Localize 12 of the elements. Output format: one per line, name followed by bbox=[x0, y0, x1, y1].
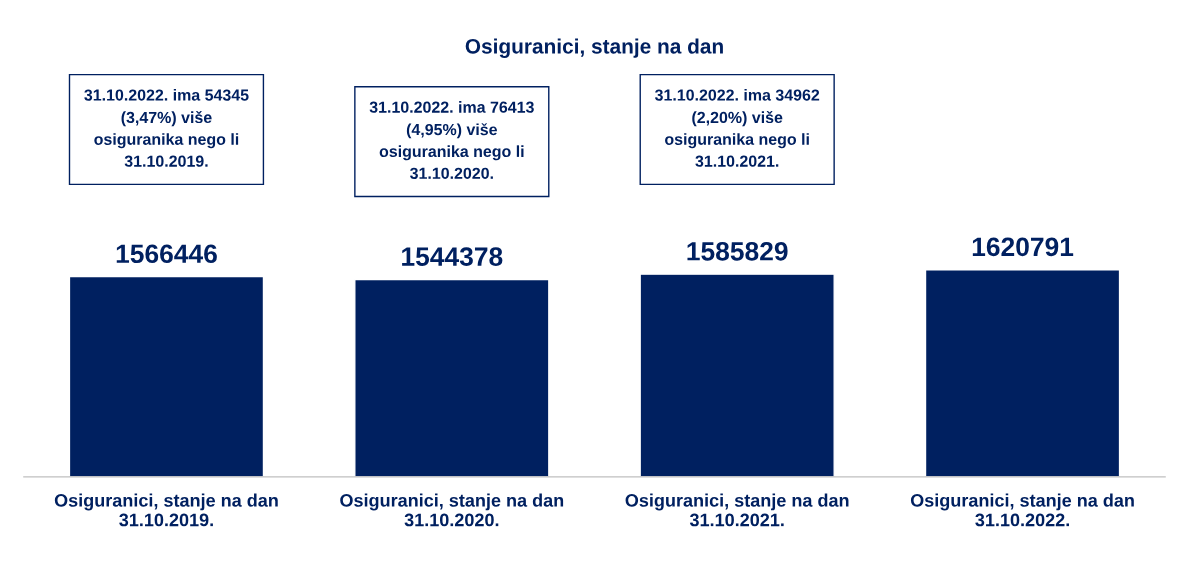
x-tick-label: Osiguranici, stanje na dan 31.10.2019. bbox=[54, 493, 278, 527]
text: 31.10.2022. ima 54345 (3,47%) više osiguranika nego li 31.10.2019. bbox=[84, 88, 249, 167]
text: 31.10.2022. ima 34962 (2,20%) više osiguranika nego li 31.10.2021. bbox=[654, 88, 820, 167]
data-label: 1566446 bbox=[116, 244, 217, 264]
text: 31.10.2022. ima 76413 (4,95%) više osiguranika nego li 31.10.2020. bbox=[369, 101, 534, 179]
data-label: 1620791 bbox=[972, 237, 1074, 257]
x-tick-label: Osiguranici, stanje na dan 31.10.2020. bbox=[340, 493, 564, 527]
chart-title: Osiguranici, stanje na dan bbox=[465, 38, 723, 58]
data-label: 1544378 bbox=[402, 247, 503, 266]
x-tick-label: Osiguranici, stanje na dan 31.10.2022. bbox=[910, 493, 1134, 527]
x-tick-label: Osiguranici, stanje na dan 31.10.2021. bbox=[625, 493, 849, 527]
data-label: 1585829 bbox=[687, 241, 788, 261]
